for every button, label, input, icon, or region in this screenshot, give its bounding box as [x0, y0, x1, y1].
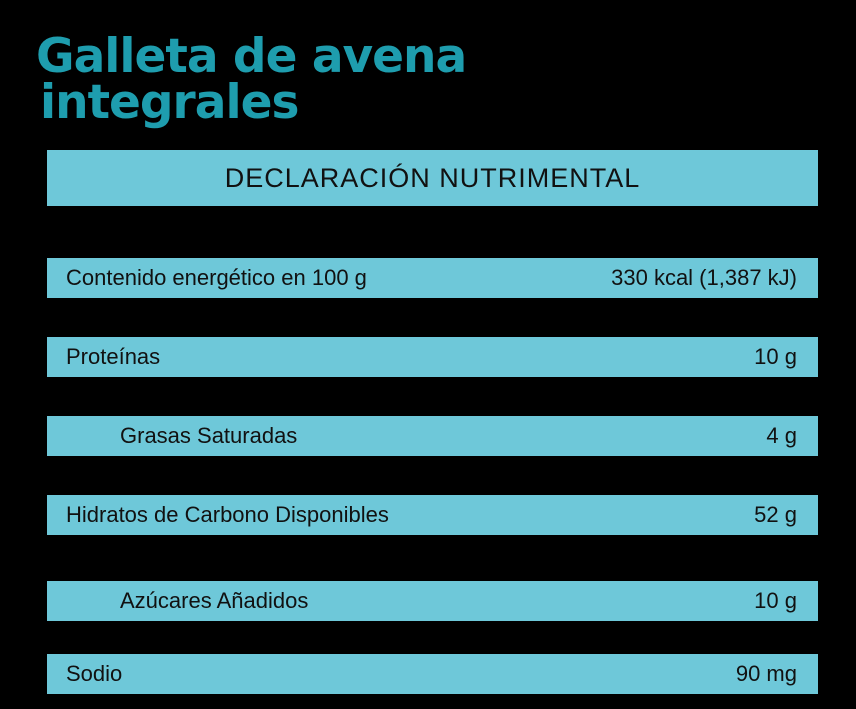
nutrition-row-sodium: Sodio 90 mg — [47, 654, 818, 694]
row-value: 4 g — [766, 423, 797, 448]
row-value: 10 g — [754, 588, 797, 613]
row-label: Azúcares Añadidos — [120, 588, 309, 613]
nutrition-row-carbohydrates: Hidratos de Carbono Disponibles 52 g — [47, 495, 818, 535]
row-label: Grasas Saturadas — [120, 423, 298, 448]
product-title-line1: Galleta de avena — [36, 29, 467, 84]
product-title-line2: integrales — [40, 75, 299, 130]
row-value: 330 kcal (1,387 kJ) — [611, 265, 797, 290]
row-label: Contenido energético en 100 g — [66, 265, 367, 290]
row-label: Proteínas — [66, 344, 161, 369]
row-label: Sodio — [66, 661, 123, 686]
row-value: 90 mg — [735, 661, 797, 686]
nutrition-row-proteins: Proteínas 10 g — [47, 337, 818, 377]
product-title: Galleta de avena integrales — [36, 29, 467, 130]
nutrition-table-header: DECLARACIÓN NUTRIMENTAL — [47, 150, 818, 206]
nutrition-row-added-sugars: Azúcares Añadidos 10 g — [47, 581, 818, 621]
nutrition-row-saturated-fat: Grasas Saturadas 4 g — [47, 416, 818, 456]
row-label: Hidratos de Carbono Disponibles — [66, 502, 389, 527]
nutrition-row-energy: Contenido energético en 100 g 330 kcal (… — [47, 258, 818, 298]
row-value: 10 g — [754, 344, 797, 369]
row-value: 52 g — [754, 502, 797, 527]
